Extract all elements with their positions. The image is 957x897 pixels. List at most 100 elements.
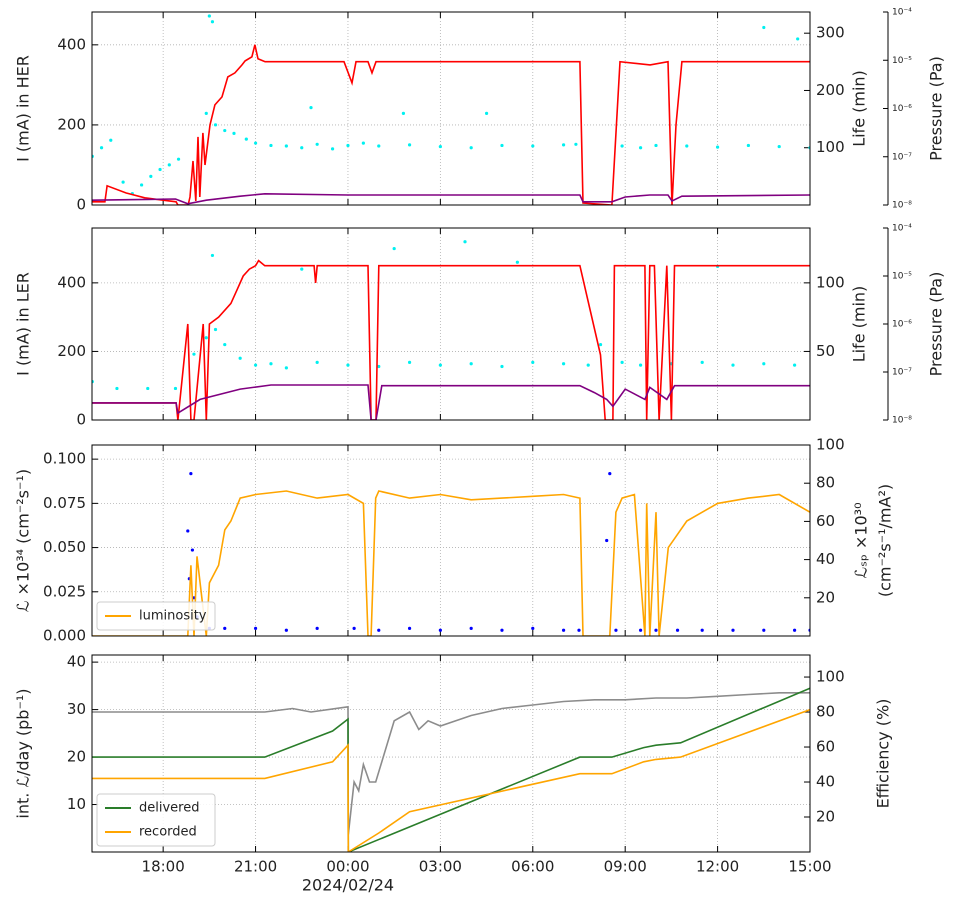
data-point [189, 472, 193, 476]
y3-tick-label: 10⁻⁴ [892, 8, 912, 18]
y3-tick-label: 10⁻⁴ [892, 224, 912, 234]
data-point [746, 143, 750, 148]
data-point [762, 25, 766, 30]
x-tick-label: 06:00 [511, 858, 554, 876]
data-point [638, 146, 643, 150]
data-line [92, 708, 810, 852]
data-point [715, 145, 720, 149]
data-point [561, 143, 566, 147]
y-tick-label: 0.050 [43, 538, 86, 556]
data-point [731, 628, 735, 632]
data-point [407, 626, 412, 630]
data-point [407, 360, 412, 364]
data-point [176, 157, 181, 161]
data-point [115, 386, 119, 391]
data-point [213, 327, 218, 332]
data-point [605, 538, 609, 543]
plot-area [92, 240, 810, 420]
data-point [192, 352, 196, 356]
data-point [207, 14, 211, 18]
data-point [223, 342, 227, 347]
data-point [213, 123, 218, 127]
data-point [762, 628, 766, 632]
plot-area [92, 14, 810, 205]
y2-tick-label: 100 [816, 273, 845, 291]
data-point [614, 628, 618, 632]
y2-axis-label: Life (min) [850, 70, 869, 147]
data-point [149, 174, 153, 178]
data-point [361, 141, 365, 145]
x-tick-label: 15:00 [788, 858, 831, 876]
y3-tick-label: 10⁻⁵ [892, 272, 912, 282]
y-tick-label: 200 [57, 115, 86, 133]
data-point [531, 144, 535, 148]
data-point [146, 386, 150, 391]
data-point [401, 111, 406, 115]
data-point [438, 144, 442, 149]
data-line [92, 192, 810, 205]
plot-area [92, 687, 810, 852]
y-tick-label: 0.075 [43, 494, 86, 512]
data-point [284, 628, 288, 632]
y3-tick-label: 10⁻⁷ [892, 368, 912, 378]
y-tick-label: 0.100 [43, 450, 86, 468]
y3-tick-label: 10⁻⁵ [892, 56, 912, 66]
data-point [531, 360, 535, 364]
legend-label: delivered [139, 801, 199, 816]
data-point [796, 37, 800, 41]
data-point [352, 626, 356, 630]
data-point [167, 163, 171, 167]
data-point [777, 144, 781, 149]
axes-frame [91, 444, 811, 637]
legend-label: luminosity [139, 609, 207, 624]
data-point [463, 240, 467, 244]
data-point [253, 626, 258, 630]
y2-axis-label: (cm⁻²s⁻¹/mA²) [876, 484, 895, 597]
x-tick-label: 21:00 [234, 858, 277, 876]
data-point [210, 20, 215, 24]
data-point [608, 472, 612, 476]
data-point [315, 360, 319, 364]
data-point [223, 626, 227, 630]
data-point [315, 626, 319, 630]
y-tick-label: 0.000 [43, 627, 86, 645]
data-point [654, 628, 658, 632]
y-tick-label: 30 [67, 700, 86, 718]
y2-tick-label: 40 [816, 773, 835, 791]
x-tick-label: 18:00 [142, 858, 185, 876]
data-point [186, 529, 190, 533]
data-point [762, 362, 766, 366]
data-point [346, 363, 350, 367]
y3-tick-label: 10⁻⁶ [892, 320, 912, 330]
data-point [158, 167, 162, 172]
y3-tick-label: 10⁻⁶ [892, 104, 912, 114]
y2-tick-label: 60 [816, 512, 835, 530]
data-point [500, 628, 504, 632]
data-line [92, 490, 810, 636]
y2-tick-label: 100 [816, 138, 845, 156]
x-axis-label: 2024/02/24 [302, 876, 394, 895]
data-point [500, 364, 504, 369]
data-point [598, 342, 603, 347]
data-point [638, 363, 643, 367]
x-tick-label: 09:00 [604, 858, 647, 876]
data-point [586, 363, 590, 367]
y2-tick-label: 60 [816, 738, 835, 756]
data-point [330, 147, 335, 151]
y2-axis-label: Life (min) [850, 286, 869, 363]
data-point [253, 363, 258, 367]
data-point [223, 128, 227, 133]
y3-tick-label: 10⁻⁸ [892, 416, 912, 426]
data-point [638, 628, 643, 632]
data-point [561, 628, 566, 632]
data-point [700, 628, 704, 632]
data-point [561, 362, 566, 366]
data-point [173, 386, 178, 391]
axes-frame [91, 227, 811, 421]
y3-axis-label: Pressure (Pa) [927, 56, 946, 161]
plot-area [92, 472, 810, 636]
y2-tick-label: 80 [816, 474, 835, 492]
data-point [309, 106, 313, 110]
